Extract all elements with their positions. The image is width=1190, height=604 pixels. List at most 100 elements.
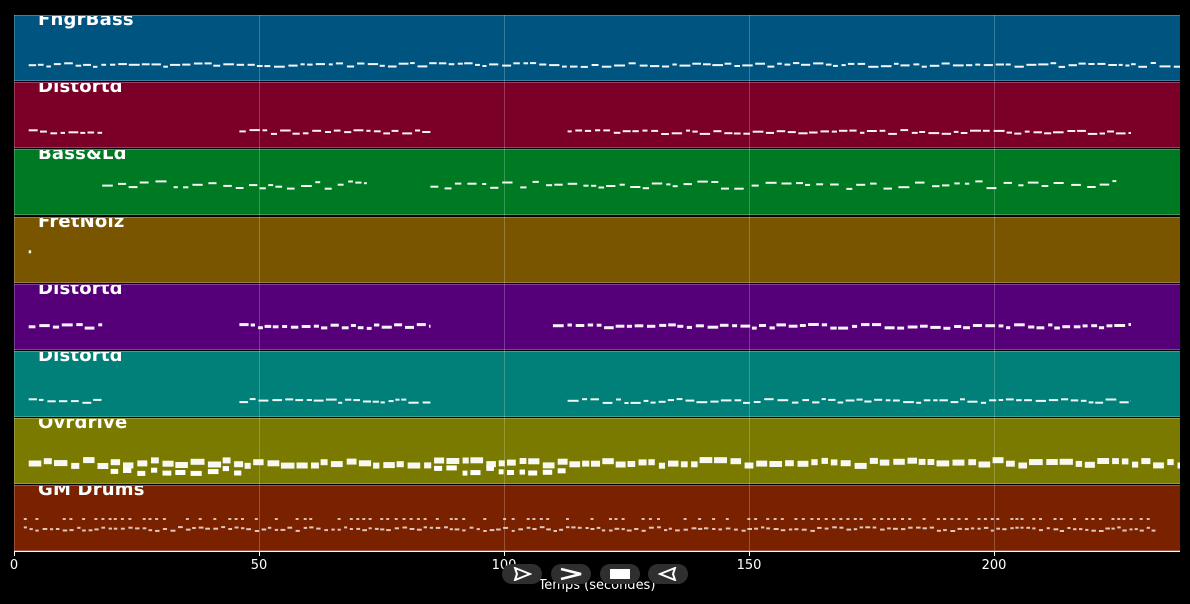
- note: [950, 401, 959, 404]
- track-1[interactable]: FngrBass: [14, 15, 1180, 81]
- fast-forward-icon: [560, 567, 582, 581]
- note: [704, 527, 709, 530]
- stop-icon: [610, 569, 630, 579]
- note: [328, 63, 333, 66]
- note: [995, 63, 1004, 66]
- note: [724, 132, 733, 135]
- note: [740, 324, 751, 328]
- note: [37, 63, 44, 66]
- note: [120, 527, 125, 530]
- note: [366, 326, 372, 330]
- note: [968, 459, 977, 466]
- note: [756, 460, 768, 467]
- note: [407, 462, 421, 469]
- note: [1020, 526, 1024, 529]
- note-lane: [28, 323, 1131, 330]
- track-7[interactable]: Ovrdrive: [14, 418, 1180, 484]
- stop-button[interactable]: [600, 564, 640, 584]
- track-8[interactable]: GM Drums: [14, 485, 1180, 551]
- note: [1122, 518, 1126, 520]
- note: [927, 459, 935, 465]
- note: [785, 460, 794, 467]
- note: [446, 465, 457, 471]
- track-6[interactable]: Distortd: [14, 351, 1180, 417]
- note: [553, 530, 557, 532]
- note: [880, 518, 884, 520]
- note: [258, 326, 263, 330]
- note: [732, 324, 738, 328]
- note: [725, 518, 729, 520]
- note: [903, 401, 914, 404]
- note: [77, 526, 81, 529]
- note: [922, 518, 926, 520]
- note: [901, 518, 904, 520]
- note: [744, 462, 754, 469]
- note: [108, 527, 112, 530]
- note: [1077, 129, 1086, 132]
- note: [148, 518, 152, 520]
- note: [993, 129, 1005, 132]
- note: [429, 62, 437, 65]
- x-tick-label: 150: [736, 558, 762, 573]
- note: [282, 325, 288, 328]
- note-lane: [23, 518, 1156, 532]
- note: [668, 323, 676, 327]
- note: [1150, 62, 1156, 64]
- note: [101, 526, 106, 529]
- note: [503, 526, 509, 529]
- note: [1118, 63, 1123, 66]
- note: [747, 528, 752, 530]
- note: [734, 399, 742, 402]
- note: [546, 518, 550, 520]
- note: [1075, 460, 1083, 467]
- note: [204, 62, 212, 65]
- note: [486, 465, 494, 471]
- note: [423, 518, 427, 520]
- note: [84, 326, 95, 330]
- note: [810, 518, 814, 520]
- note: [526, 518, 530, 520]
- note: [424, 462, 432, 469]
- note: [691, 461, 698, 468]
- note: [394, 518, 398, 520]
- note: [1085, 518, 1089, 520]
- track-4[interactable]: FretNoiz: [14, 217, 1180, 283]
- note: [647, 324, 656, 328]
- track-3[interactable]: Bass&Ld: [14, 149, 1180, 215]
- note: [469, 526, 474, 529]
- note: [885, 399, 891, 402]
- fast-forward-button[interactable]: [551, 564, 591, 584]
- note: [963, 326, 970, 330]
- note: [1129, 518, 1133, 520]
- note: [915, 181, 925, 184]
- note: [137, 460, 148, 467]
- note: [933, 399, 938, 402]
- note: [683, 183, 692, 186]
- track-5[interactable]: Distortd: [14, 284, 1180, 350]
- note: [952, 64, 964, 67]
- note: [1091, 529, 1096, 532]
- note: [1151, 529, 1156, 532]
- note: [788, 324, 798, 328]
- note: [249, 184, 258, 187]
- note: [601, 65, 612, 68]
- play-button[interactable]: [502, 564, 542, 584]
- track-2[interactable]: Distortd: [14, 82, 1180, 148]
- note: [470, 470, 481, 476]
- note: [686, 325, 692, 329]
- note: [916, 526, 921, 529]
- note: [942, 184, 950, 187]
- note: [405, 325, 414, 329]
- note: [542, 462, 555, 469]
- note: [805, 183, 811, 186]
- rewind-button[interactable]: [648, 564, 688, 584]
- note: [213, 527, 219, 530]
- note: [856, 398, 863, 401]
- note: [799, 324, 806, 327]
- note: [290, 325, 299, 329]
- note: [526, 526, 531, 529]
- note: [883, 187, 892, 190]
- note: [434, 457, 445, 464]
- note: [173, 186, 178, 189]
- note: [274, 528, 279, 531]
